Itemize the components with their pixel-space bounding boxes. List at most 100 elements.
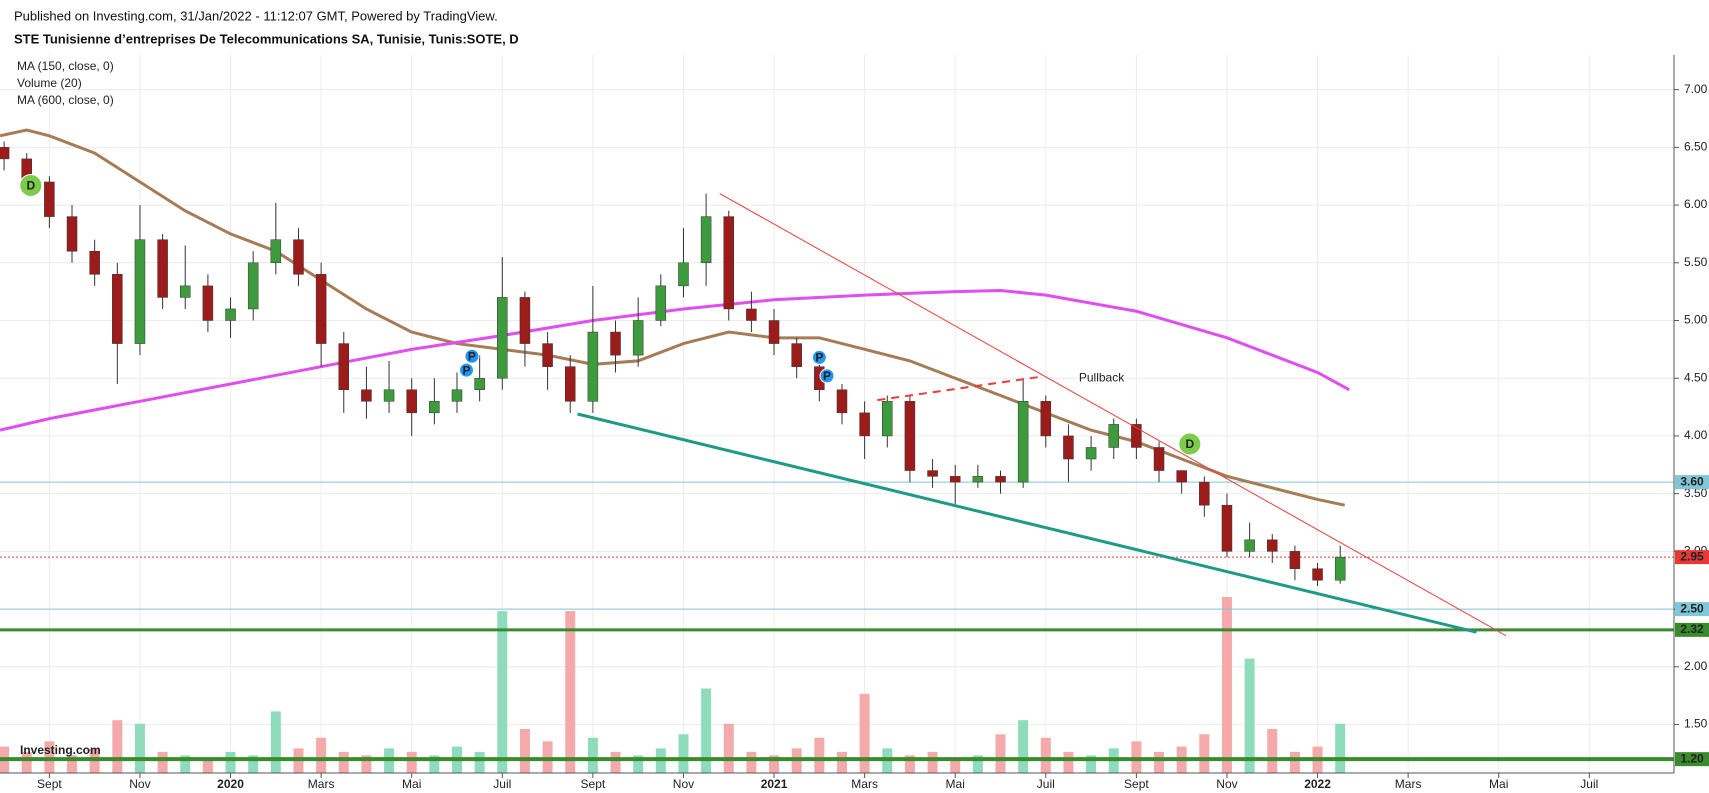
volume-bar [134, 723, 145, 773]
event-marker-label: P [468, 349, 476, 363]
candle-body [564, 366, 576, 402]
candle-body [1176, 470, 1187, 483]
volume-bar [746, 751, 757, 773]
y-tick-label: 3.50 [1684, 486, 1708, 500]
candle-body [157, 239, 168, 298]
level-label-box [1675, 752, 1709, 767]
y-tick-label: 7.00 [1684, 82, 1708, 96]
volume-layer [0, 597, 1346, 773]
candle-body [44, 181, 55, 217]
moving-average-line [0, 288, 1350, 432]
x-tick-label: Juil [493, 777, 511, 791]
candle-body [836, 389, 848, 414]
volume-bar [21, 751, 32, 773]
candle-body [112, 274, 123, 344]
candle-body [882, 401, 893, 437]
candle-body [700, 216, 712, 264]
volume-bar [1267, 729, 1278, 773]
volume-bar [1063, 751, 1074, 773]
x-tick-label: Juil [1580, 777, 1598, 791]
volume-bar [1086, 755, 1097, 773]
y-tick-label: 5.00 [1684, 313, 1708, 327]
volume-bar [836, 751, 847, 773]
candle-body [134, 239, 146, 344]
candle-body [1040, 401, 1052, 437]
candle-body [859, 412, 870, 437]
candle-body [293, 239, 304, 275]
candle-body [1334, 556, 1346, 581]
volume-bar [995, 734, 1006, 773]
candle-body [383, 389, 395, 402]
event-marker-label: P [463, 363, 471, 377]
trend-line [577, 412, 1477, 634]
candle-body [1017, 401, 1029, 483]
x-tick-label: Nov [1216, 777, 1237, 791]
trend-line [719, 193, 1507, 637]
volume-bar [270, 711, 281, 773]
volume-bar [338, 751, 349, 773]
volume-bar [769, 755, 780, 773]
volume-bar [1199, 734, 1210, 773]
grid: 1.502.002.503.003.504.004.505.005.506.00… [0, 55, 1708, 791]
x-tick-label: Mars [851, 777, 878, 791]
annotation: Pullback [1079, 370, 1125, 384]
volume-bar [1289, 751, 1300, 773]
published-note: Published on Investing.com, 31/Jan/2022 … [14, 8, 498, 23]
candle-body [1108, 424, 1119, 448]
candle-body [1267, 539, 1278, 552]
volume-bar [1335, 723, 1346, 773]
candle-body [1244, 539, 1255, 552]
x-tick-label: Sept [1124, 777, 1149, 791]
candle-body [655, 285, 667, 321]
event-marker [811, 349, 827, 365]
volume-bar [157, 751, 168, 773]
candle-body [723, 216, 735, 310]
volume-bar [202, 758, 213, 773]
event-marker [819, 368, 835, 384]
x-tick-label: 2022 [1304, 777, 1331, 791]
overlay-layer: MA (150, close, 0) Volume (20) MA (600, cl… [17, 59, 1709, 767]
x-tick-label: Nov [129, 777, 150, 791]
logo: Investing.com [20, 743, 101, 757]
y-tick-label: 5.50 [1684, 255, 1708, 269]
x-tick-label: Mars [1395, 777, 1422, 791]
candle-body [1085, 447, 1097, 460]
legend-entry: MA (150, close, 0) [17, 59, 114, 73]
volume-bar [1040, 737, 1051, 773]
volume-bar [474, 751, 485, 773]
level-label: 2.50 [1680, 601, 1704, 615]
volume-bar [565, 611, 576, 773]
x-tick-label: Nov [673, 777, 694, 791]
candle-body [361, 389, 372, 402]
event-marker [464, 348, 480, 364]
x-tick-label: 2020 [217, 777, 244, 791]
x-tick-label: Juil [1037, 777, 1055, 791]
price-layer [0, 128, 1674, 762]
volume-bar [112, 720, 123, 773]
event-marker [459, 362, 475, 378]
candle-body [406, 389, 417, 414]
volume-bar [429, 755, 440, 773]
volume-bar [497, 611, 508, 773]
volume-bar [225, 751, 236, 773]
y-tick-label: 4.50 [1684, 370, 1708, 384]
volume-bar [1018, 720, 1029, 773]
candle-body [746, 308, 757, 321]
candle-body [927, 470, 938, 477]
candle-body [519, 297, 531, 344]
candle-body [610, 331, 621, 356]
candle-body [202, 285, 214, 321]
legend-entry: Volume (20) [17, 76, 82, 90]
y-tick-label: 6.50 [1684, 140, 1708, 154]
event-marker-label: D [26, 179, 35, 193]
y-tick-label: 4.00 [1684, 428, 1708, 442]
level-label: 1.20 [1680, 751, 1704, 765]
volume-bar [67, 755, 78, 773]
volume-bar [248, 755, 259, 773]
level-label-box [1675, 475, 1709, 490]
moving-average-line [0, 128, 1346, 507]
level-label-box [1675, 622, 1709, 637]
volume-bar [316, 737, 327, 773]
volume-bar [1154, 751, 1165, 773]
